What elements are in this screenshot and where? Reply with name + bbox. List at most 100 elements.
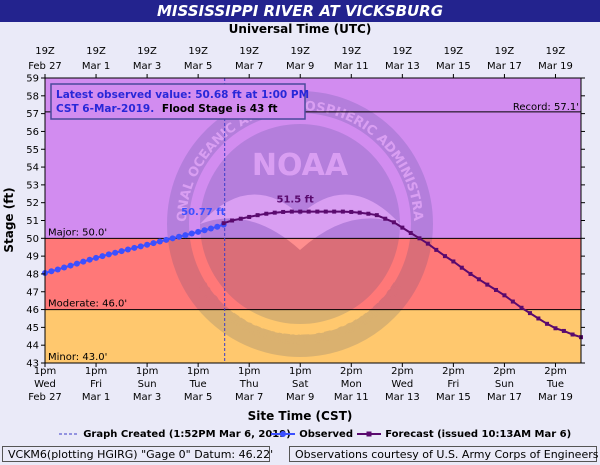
top-tick-label-time: 19Z	[341, 46, 361, 57]
bottom-tick-label-day: Sun	[495, 379, 514, 390]
observed-point	[131, 244, 138, 251]
bottom-tick-label-date: Mar 7	[235, 392, 263, 403]
footer-datum-box: VCKM6(plotting HGIRG) "Gage 0" Datum: 46…	[2, 446, 273, 462]
y-tick-label: 49	[26, 252, 39, 263]
forecast-point	[383, 216, 388, 221]
observed-point	[67, 262, 74, 269]
y-tick-label: 58	[26, 91, 39, 102]
observed-point	[99, 253, 106, 260]
observed-point	[48, 268, 55, 275]
info-box-line1: Latest observed value: 50.68 ft at 1:00 …	[56, 89, 309, 101]
bottom-tick-label-time: 1pm	[136, 366, 158, 377]
observed-point	[169, 235, 176, 242]
observed-point	[124, 246, 131, 253]
bottom-axis-title: Site Time (CST)	[247, 409, 353, 423]
forecast-point	[391, 220, 396, 225]
forecast-point	[434, 247, 439, 252]
forecast-point	[417, 236, 422, 241]
y-tick-label: 46	[26, 305, 39, 316]
y-tick-label: 54	[26, 163, 39, 174]
y-axis: 43 44 45 46 47 48 49 50 51 52 53 54 55 56 57 58 59	[26, 74, 585, 370]
observed-point	[93, 254, 100, 261]
observed-point	[201, 227, 208, 234]
y-tick-label: 52	[26, 198, 39, 209]
bottom-tick-label-date: Mar 9	[286, 392, 314, 403]
forecast-point	[536, 316, 541, 321]
band-moderate	[45, 309, 581, 363]
observed-point	[176, 233, 182, 240]
top-tick-label-date: Mar 3	[133, 61, 161, 72]
observed-point	[144, 241, 151, 248]
forecast-point	[374, 213, 379, 218]
observed-point	[214, 223, 221, 230]
bottom-tick-label-time: 2pm	[544, 366, 566, 377]
forecast-point	[340, 209, 345, 214]
forecast-point	[230, 218, 235, 223]
forecast-point	[332, 209, 337, 214]
observed-point	[195, 228, 202, 235]
legend-observed-swatch	[271, 431, 295, 437]
info-box-frame	[50, 83, 306, 120]
legend-forecast: Forecast (issued 10:13AM Mar 6)	[356, 428, 571, 440]
forecast-point	[408, 230, 413, 235]
bottom-tick-label-date: Feb 27	[28, 392, 62, 403]
observed-point	[207, 225, 214, 232]
forecast-point	[357, 210, 362, 215]
observed-point	[112, 249, 119, 256]
observed-point	[86, 256, 93, 263]
legend-graph-created-swatch	[59, 433, 79, 435]
bottom-tick-label-day: Mon	[341, 379, 362, 390]
top-tick-label-date: Mar 5	[184, 61, 212, 72]
info-box-flood-stage: Flood Stage is 43 ft	[162, 103, 278, 115]
top-tick-label-date: Mar 9	[286, 61, 314, 72]
bottom-tick-label-day: Wed	[391, 379, 413, 390]
legend-forecast-label: Forecast (issued 10:13AM Mar 6)	[385, 429, 572, 440]
bottom-tick-label-day: Tue	[189, 379, 207, 390]
bottom-tick-label-time: 2pm	[340, 366, 362, 377]
observed-point	[150, 240, 157, 247]
top-tick-label-date: Mar 15	[436, 61, 471, 72]
bottom-tick-label-time: 1pm	[187, 366, 209, 377]
forecast-point	[502, 293, 507, 298]
observed-point	[137, 243, 144, 250]
forecast-point	[510, 299, 515, 304]
forecast-point	[442, 254, 447, 259]
top-tick-label-time: 19Z	[86, 46, 106, 57]
forecast-point	[476, 277, 481, 282]
observed-point	[156, 238, 163, 245]
forecast-point	[238, 216, 243, 221]
legend-graph-created-label: Graph Created (1:52PM Mar 6, 2019)	[83, 429, 291, 440]
threshold-label-record: Record: 57.1'	[513, 102, 579, 113]
watermark-gull	[200, 194, 400, 250]
bottom-tick-label-date: Mar 19	[538, 392, 573, 403]
bottom-tick-label-day: Fri	[90, 379, 102, 390]
top-tick-label-time: 19Z	[444, 46, 464, 57]
forecast-point	[494, 287, 499, 292]
bottom-tick-label-time: 2pm	[442, 366, 464, 377]
top-tick-label-date: Mar 13	[385, 61, 420, 72]
bottom-tick-label-day: Fri	[447, 379, 459, 390]
bottom-tick-label-day: Sun	[138, 379, 157, 390]
y-tick-label: 44	[26, 341, 39, 352]
observed-point	[188, 230, 195, 237]
bottom-tick-label-time: 1pm	[85, 366, 107, 377]
svg-text:CST 6-Mar-2019. Flood St: CST 6-Mar-2019. Flood Stage is 43 ft	[56, 103, 278, 115]
forecast-point	[298, 209, 303, 214]
top-tick-label-time: 19Z	[35, 46, 55, 57]
legend-observed: Observed	[270, 428, 353, 440]
observed-point	[80, 258, 87, 265]
y-tick-label: 56	[26, 127, 39, 138]
forecast-point	[306, 209, 311, 214]
y-tick-label: 57	[26, 109, 39, 120]
top-tick-label-time: 19Z	[239, 46, 259, 57]
forecast-point	[221, 221, 226, 226]
legend-forecast-swatch	[357, 431, 381, 437]
top-tick-label-date: Mar 19	[538, 61, 573, 72]
top-tick-label-time: 19Z	[137, 46, 157, 57]
y-tick-label: 51	[26, 216, 39, 227]
x-axis-bottom: 1pm Wed Feb 27 1pm Fri Mar 1 1pm Sun Mar 3 1pm Tue…	[28, 363, 573, 403]
bottom-tick-label-date: Mar 11	[334, 392, 369, 403]
bottom-tick-label-day: Tue	[546, 379, 564, 390]
forecast-point	[519, 305, 524, 310]
